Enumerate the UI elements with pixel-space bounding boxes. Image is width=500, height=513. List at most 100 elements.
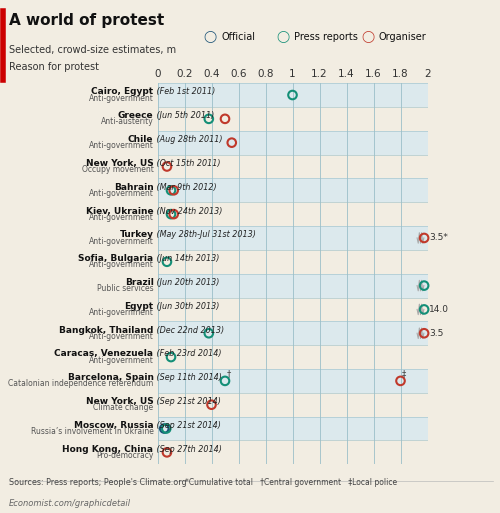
Text: New York, US: New York, US (86, 159, 154, 168)
Point (420, 305, 428, 313)
Bar (158, 298, 428, 321)
Point (167, 210, 175, 218)
Text: (Dec 22nd 2013): (Dec 22nd 2013) (154, 326, 224, 334)
Text: ◯: ◯ (361, 30, 374, 44)
Point (420, 282, 428, 290)
Text: (May 28th-Jul 31st 2013): (May 28th-Jul 31st 2013) (154, 230, 256, 240)
Bar (158, 179, 428, 202)
Point (420, 234, 428, 242)
Bar (158, 345, 428, 369)
Bar (158, 250, 428, 274)
Text: 3.5: 3.5 (429, 329, 443, 338)
Text: (Sep 27th 2014): (Sep 27th 2014) (154, 445, 222, 454)
Bar (158, 393, 428, 417)
Bar (158, 226, 428, 250)
Point (205, 115, 213, 123)
Bar (158, 441, 428, 464)
Text: Anti-government: Anti-government (88, 189, 154, 198)
Bar (158, 131, 428, 154)
Text: Anti-austerity: Anti-austerity (101, 117, 154, 126)
Text: Public services: Public services (97, 284, 154, 293)
Text: ‡: ‡ (402, 369, 406, 378)
Text: (Jun 30th 2013): (Jun 30th 2013) (154, 302, 219, 311)
Text: Anti-government: Anti-government (88, 308, 154, 317)
Text: (Mar 9th 2012): (Mar 9th 2012) (154, 183, 216, 192)
Bar (158, 417, 428, 441)
Text: Press reports: Press reports (294, 32, 358, 42)
Text: Sofia, Bulgaria: Sofia, Bulgaria (78, 254, 154, 263)
Text: (Jun 14th 2013): (Jun 14th 2013) (154, 254, 219, 263)
Point (221, 377, 229, 385)
Text: Anti-government: Anti-government (88, 332, 154, 341)
Text: Egypt: Egypt (124, 302, 154, 311)
Text: (Sep 21st 2014): (Sep 21st 2014) (154, 397, 220, 406)
Text: Anti-government: Anti-government (88, 261, 154, 269)
Text: Kiev, Ukraine: Kiev, Ukraine (86, 207, 154, 215)
Text: Barcelona, Spain: Barcelona, Spain (68, 373, 154, 382)
Text: Moscow, Russia: Moscow, Russia (74, 421, 154, 430)
Point (163, 258, 171, 266)
Text: Hong Kong, China: Hong Kong, China (62, 445, 154, 454)
Text: Caracas, Venezuela: Caracas, Venezuela (54, 349, 154, 359)
Point (221, 115, 229, 123)
Point (163, 448, 171, 457)
Bar (158, 202, 428, 226)
Point (160, 424, 168, 432)
Point (208, 401, 216, 409)
Text: Anti-government: Anti-government (88, 356, 154, 365)
Text: (Aug 28th 2011): (Aug 28th 2011) (154, 135, 222, 144)
Text: Selected, crowd-size estimates, m: Selected, crowd-size estimates, m (9, 45, 176, 54)
Text: Economist.com/graphicdetail: Economist.com/graphicdetail (9, 499, 131, 508)
Text: Russia’s involvement in Ukraine: Russia’s involvement in Ukraine (30, 427, 154, 436)
Text: ◯: ◯ (204, 30, 216, 44)
Point (163, 163, 171, 171)
Text: Bangkok, Thailand: Bangkok, Thailand (59, 326, 154, 334)
Bar (158, 369, 428, 393)
Point (170, 186, 177, 194)
Text: (Sep 21st 2014): (Sep 21st 2014) (154, 421, 220, 430)
Point (205, 329, 213, 338)
Text: ◯: ◯ (276, 30, 289, 44)
Text: Occupy movement: Occupy movement (82, 165, 154, 174)
Text: Sources: Press reports; People's Climate.org: Sources: Press reports; People's Climate… (9, 478, 186, 487)
Text: Anti-government: Anti-government (88, 213, 154, 222)
Text: Organiser: Organiser (378, 32, 426, 42)
Point (162, 424, 170, 432)
Text: †: † (226, 369, 230, 378)
Text: Bahrain: Bahrain (114, 183, 154, 192)
Bar (158, 274, 428, 298)
Text: (Nov 24th 2013): (Nov 24th 2013) (154, 207, 222, 215)
Text: 3.5*: 3.5* (429, 233, 448, 243)
Text: Turkey: Turkey (120, 230, 154, 240)
Text: (Feb 1st 2011): (Feb 1st 2011) (154, 87, 215, 96)
Text: A world of protest: A world of protest (9, 13, 164, 28)
Bar (158, 107, 428, 131)
Text: Official: Official (221, 32, 255, 42)
Text: Anti-government: Anti-government (88, 141, 154, 150)
Text: Pro-democracy: Pro-democracy (96, 451, 154, 460)
Point (167, 186, 175, 194)
Text: (Feb 23rd 2014): (Feb 23rd 2014) (154, 349, 221, 359)
Text: Chile: Chile (128, 135, 154, 144)
Text: Climate change: Climate change (94, 403, 154, 412)
Bar (158, 83, 428, 107)
Point (396, 377, 404, 385)
Text: *Cumulative total   †Central government   ‡Local police: *Cumulative total †Central government ‡L… (185, 478, 397, 487)
Text: (Oct 15th 2011): (Oct 15th 2011) (154, 159, 220, 168)
Text: Reason for protest: Reason for protest (9, 62, 99, 71)
Text: Cairo, Egypt: Cairo, Egypt (92, 87, 154, 96)
Text: Catalonian independence referendum: Catalonian independence referendum (8, 380, 154, 388)
Point (170, 210, 177, 218)
Point (228, 139, 236, 147)
Text: 14.0: 14.0 (429, 305, 449, 314)
Text: (Jun 5th 2011): (Jun 5th 2011) (154, 111, 214, 120)
Text: Greece: Greece (118, 111, 154, 120)
Point (167, 353, 175, 361)
Point (288, 91, 296, 99)
Point (420, 329, 428, 338)
Text: (Jun 20th 2013): (Jun 20th 2013) (154, 278, 219, 287)
Text: Anti-government: Anti-government (88, 93, 154, 103)
Bar (158, 154, 428, 179)
Text: (Sep 11th 2014): (Sep 11th 2014) (154, 373, 222, 382)
Bar (158, 321, 428, 345)
